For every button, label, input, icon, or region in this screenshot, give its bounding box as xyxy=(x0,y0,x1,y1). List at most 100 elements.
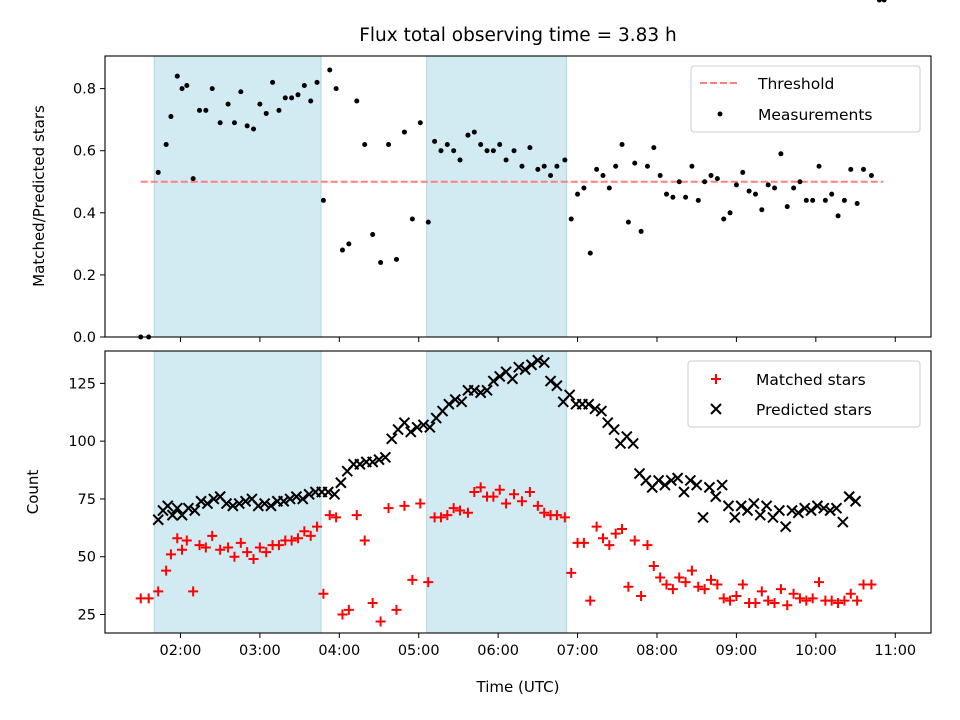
x-tick-label: 07:00 xyxy=(557,643,599,659)
measurement-point xyxy=(301,82,307,88)
matched-stars-point xyxy=(852,595,863,606)
matched-stars-point xyxy=(359,535,370,546)
matched-stars-point xyxy=(331,512,342,523)
count-panel-frame xyxy=(104,350,932,634)
matched-stars-series xyxy=(136,482,877,627)
predicted-stars-point xyxy=(449,393,461,406)
measurement-point xyxy=(587,250,593,256)
legend-box xyxy=(687,360,921,428)
measurement-point xyxy=(876,0,882,3)
measurement-point xyxy=(409,216,415,222)
measurement-point xyxy=(803,197,809,203)
x-tick-label: 09:00 xyxy=(716,643,758,659)
ratio-panel-legend: Threshold Measurements xyxy=(690,65,921,133)
predicted-stars-point xyxy=(824,504,836,517)
measurement-point xyxy=(657,173,663,179)
predicted-stars-point xyxy=(335,477,347,489)
predicted-stars-point xyxy=(671,472,684,484)
predicted-stars-point xyxy=(703,481,716,494)
predicted-stars-point xyxy=(582,398,595,410)
matched-stars-point xyxy=(814,577,825,588)
y-tick-label: 25 xyxy=(78,608,96,624)
predicted-stars-point xyxy=(697,511,709,524)
matched-stars-point xyxy=(423,577,434,588)
measurement-point xyxy=(179,86,185,92)
matched-stars-point xyxy=(551,510,562,521)
predicted-stars-point xyxy=(297,493,309,505)
matched-stars-point xyxy=(845,588,856,599)
measurement-point xyxy=(778,151,784,157)
measurement-point xyxy=(835,213,841,219)
matched-stars-point xyxy=(705,574,716,585)
measurement-point xyxy=(257,101,263,107)
ratio-panel-y-ticks: 0.0 0.2 0.4 0.6 0.8 xyxy=(73,82,105,346)
predicted-stars-point xyxy=(303,488,315,501)
measurement-point xyxy=(708,173,714,179)
predicted-stars-point xyxy=(716,479,728,491)
ratio-panel-shaded-intervals xyxy=(153,55,567,338)
matched-stars-point xyxy=(763,595,774,606)
count-panel-shaded-intervals xyxy=(153,350,567,634)
measurement-point xyxy=(490,148,496,154)
measurement-point xyxy=(471,129,477,135)
shaded-interval xyxy=(153,350,322,634)
matched-stars-point xyxy=(667,584,678,595)
measurement-point xyxy=(619,141,625,147)
measurement-point xyxy=(594,166,600,172)
measurement-point xyxy=(314,79,320,85)
measurement-point xyxy=(651,145,657,151)
ratio-panel: 0.00.20.40.60.8 Matched/Predicted stars … xyxy=(30,0,932,346)
matched-stars-point xyxy=(680,577,691,588)
x-tick-label: 03:00 xyxy=(239,643,281,659)
predicted-stars-point xyxy=(513,361,525,373)
matched-stars-point xyxy=(769,597,780,608)
measurement-point xyxy=(244,123,250,129)
measurement-point xyxy=(174,73,180,79)
predicted-stars-point xyxy=(182,502,195,514)
matched-stars-point xyxy=(559,512,570,523)
predicted-stars-point xyxy=(233,497,245,510)
predicted-stars-point xyxy=(843,490,855,503)
x-tick-label: 08:00 xyxy=(636,643,678,659)
matched-stars-point xyxy=(351,510,362,521)
measurement-point xyxy=(320,197,326,203)
measurement-point xyxy=(854,200,860,206)
predicted-stars-point xyxy=(468,384,481,397)
predicted-stars-point xyxy=(487,375,500,387)
legend-predicted-swatch xyxy=(710,403,722,415)
predicted-stars-point xyxy=(379,451,392,464)
y-tick-label: 0.2 xyxy=(73,268,96,284)
matched-stars-point xyxy=(383,503,394,514)
predicted-stars-point xyxy=(506,373,519,385)
matched-stars-point xyxy=(165,549,176,560)
matched-stars-point xyxy=(475,482,486,493)
matched-stars-point xyxy=(756,586,767,597)
measurement-point xyxy=(810,197,816,203)
matched-stars-point xyxy=(462,507,473,518)
x-tick-label: 05:00 xyxy=(398,643,440,659)
y-tick-label: 50 xyxy=(78,550,96,566)
measurement-point xyxy=(740,169,746,175)
y-tick-label: 100 xyxy=(68,434,96,450)
measurement-point xyxy=(346,241,352,247)
measurement-point xyxy=(168,114,174,120)
legend-matched-label: Matched stars xyxy=(756,371,866,389)
matched-stars-point xyxy=(623,581,634,592)
matched-stars-point xyxy=(343,604,354,615)
measurement-point xyxy=(676,179,682,185)
measurement-point xyxy=(600,173,606,179)
matched-stars-point xyxy=(367,597,378,608)
shaded-interval xyxy=(153,55,322,338)
predicted-stars-point xyxy=(201,497,214,510)
predicted-stars-point xyxy=(538,356,550,369)
matched-stars-point xyxy=(718,593,729,604)
measurement-point xyxy=(816,163,822,169)
predicted-stars-point xyxy=(735,500,747,512)
matched-stars-point xyxy=(391,604,402,615)
predicted-stars-point xyxy=(386,433,398,445)
y-tick-label: 0.6 xyxy=(73,144,96,160)
measurement-point xyxy=(772,185,778,191)
measurement-point xyxy=(333,86,339,92)
measurement-point xyxy=(457,157,463,163)
